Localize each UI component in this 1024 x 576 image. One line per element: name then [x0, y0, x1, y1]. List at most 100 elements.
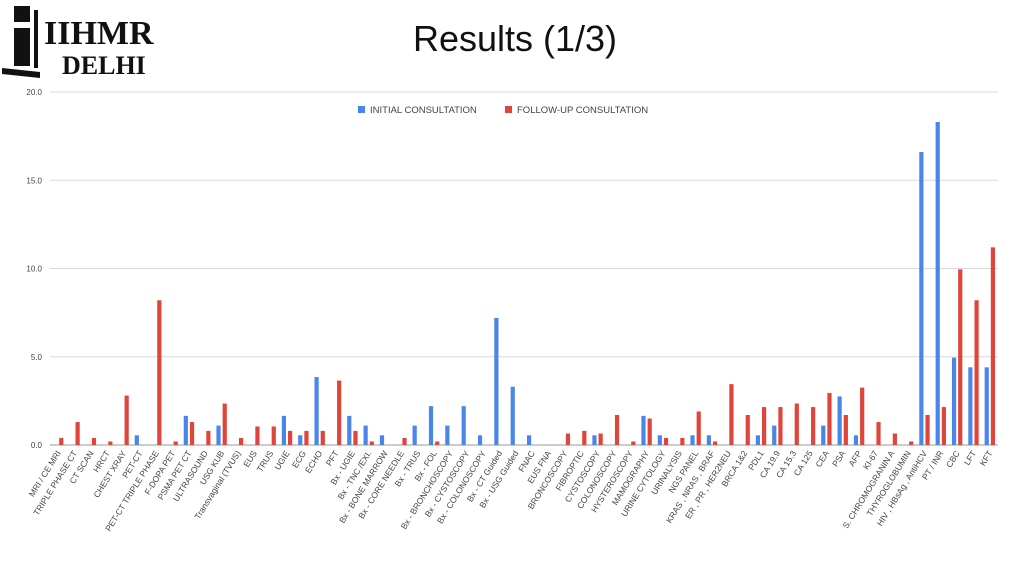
bar-followup [990, 247, 996, 445]
bar-followup [729, 384, 734, 445]
bar-followup [860, 387, 865, 445]
bar-followup [696, 411, 701, 445]
bar-initial [216, 425, 221, 445]
bar-followup [369, 441, 374, 445]
bar-followup [647, 418, 652, 445]
bar-followup [909, 441, 914, 445]
bar-followup [745, 414, 750, 445]
bar-initial [428, 406, 434, 445]
bar-followup [680, 437, 685, 445]
bar-initial [968, 367, 973, 445]
bar-initial [461, 406, 466, 445]
bar-initial [853, 435, 859, 445]
bar-followup [614, 414, 620, 445]
bar-followup [941, 407, 946, 445]
bar-initial [821, 425, 826, 445]
bar-followup [631, 441, 636, 445]
bar-initial [772, 425, 777, 445]
x-tick-label: CBC [944, 449, 962, 470]
bar-initial [445, 425, 450, 445]
bar-initial [363, 425, 368, 445]
bar-initial [935, 122, 940, 445]
legend-swatch [358, 106, 365, 113]
bar-followup [827, 392, 832, 445]
logo-text-top: IIHMR [44, 15, 154, 52]
bar-followup [974, 300, 979, 445]
bar-initial [706, 435, 711, 445]
bar-followup [876, 422, 881, 445]
bar-initial [984, 367, 989, 445]
bar-initial [837, 396, 842, 445]
bar-initial [592, 435, 597, 445]
bar-initial [690, 435, 695, 445]
bar-followup [811, 407, 816, 445]
bar-followup [958, 269, 963, 445]
bar-initial [314, 377, 319, 445]
bar-followup [762, 407, 767, 445]
bar-followup [565, 433, 571, 445]
bar-initial [379, 435, 385, 445]
x-tick-label: KFT [978, 449, 995, 468]
iihmr-delhi-logo: IIHMR DELHI [2, 6, 154, 78]
bar-followup [663, 437, 669, 445]
bar-initial [477, 435, 483, 445]
bar-initial [281, 415, 286, 445]
logo-mark-icon [2, 6, 40, 78]
x-tick-label: CEA [813, 448, 831, 468]
bar-followup [582, 430, 587, 445]
bar-followup [75, 422, 80, 445]
x-tick-label: UGIE [272, 448, 292, 471]
bar-initial [298, 435, 303, 445]
bar-followup [320, 430, 325, 445]
legend-label: INITIAL CONSULTATION [370, 105, 477, 116]
bar-followup [304, 430, 309, 445]
bar-followup [255, 426, 260, 445]
bar-initial [412, 425, 417, 445]
bar-initial [134, 435, 139, 445]
y-tick-label: 10.0 [26, 265, 42, 274]
bar-initial [755, 435, 760, 445]
bar-followup [238, 437, 244, 445]
x-tick-label: LFT [962, 449, 978, 467]
bar-initial [526, 435, 532, 445]
bar-followup [206, 430, 211, 445]
x-tick-label: ECHO [303, 448, 325, 474]
bar-followup [778, 407, 783, 445]
bar-followup [91, 437, 97, 445]
bar-followup [222, 403, 227, 445]
y-tick-label: 20.0 [26, 88, 42, 97]
bar-initial [951, 357, 957, 445]
bar-initial [347, 415, 352, 445]
bar-followup [108, 441, 113, 445]
legend-label: FOLLOW-UP CONSULTATION [517, 105, 648, 116]
bar-followup [124, 395, 129, 445]
bar-followup [843, 414, 848, 445]
y-tick-label: 5.0 [31, 353, 43, 362]
page-title: Results (1/3) [412, 18, 618, 59]
bar-followup [189, 422, 195, 445]
bar-initial [510, 386, 515, 445]
bar-followup [59, 437, 64, 445]
bar-initial [657, 435, 662, 445]
x-tick-label: TRUS [255, 448, 276, 473]
bar-followup [271, 426, 276, 445]
bar-followup [173, 441, 178, 445]
bar-followup [435, 441, 440, 445]
bar-followup [892, 433, 897, 445]
bar-followup [598, 433, 603, 445]
legend-swatch [505, 106, 512, 113]
bar-followup [337, 380, 342, 445]
bar-followup [157, 300, 162, 445]
bar-followup [925, 414, 930, 445]
bar-initial [183, 415, 188, 445]
y-tick-label: 0.0 [31, 441, 43, 450]
bar-followup [402, 437, 407, 445]
x-tick-label: PSA [830, 448, 848, 468]
logo-text-bottom: DELHI [62, 51, 146, 78]
y-tick-label: 15.0 [26, 176, 42, 185]
bar-initial [494, 317, 499, 445]
bar-initial [641, 415, 646, 445]
bar-followup [288, 430, 293, 445]
bar-followup [353, 430, 358, 445]
